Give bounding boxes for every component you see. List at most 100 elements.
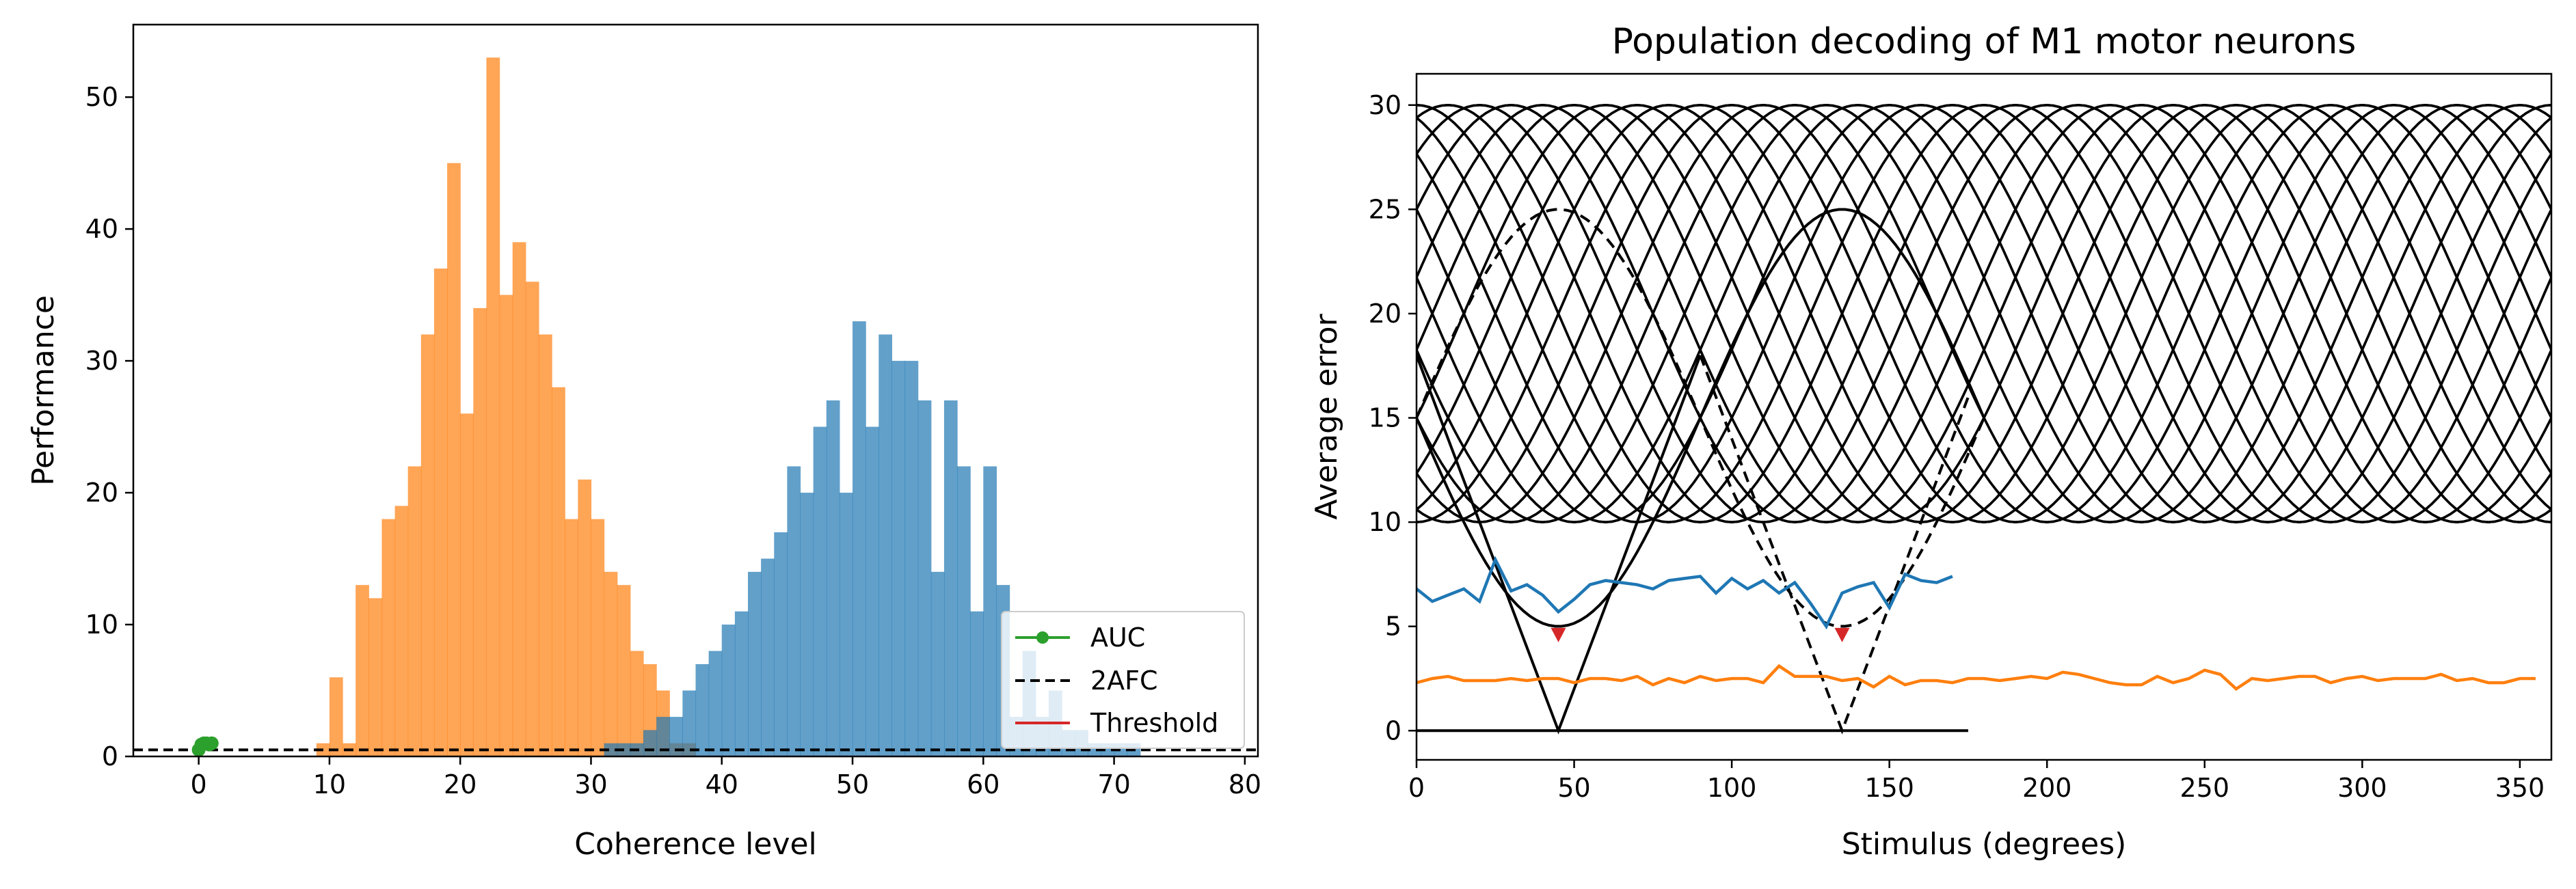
histogram-bar-blue [656, 717, 670, 756]
left-x-axis-label: Coherence level [574, 827, 817, 862]
tuning-curve [1417, 104, 2551, 523]
histogram-bar-orange [538, 334, 552, 757]
histogram-bar-blue [826, 400, 840, 756]
right-chart-title: Population decoding of M1 motor neurons [1612, 21, 2357, 62]
histogram-bar-orange [329, 677, 343, 756]
minimum-marker [1834, 627, 1850, 642]
error-series-orange [1417, 664, 2536, 692]
legend-entry-auc: AUC [1015, 623, 1145, 653]
histogram-bar-blue [853, 321, 866, 756]
histogram-bar-blue [866, 426, 879, 756]
right-y-tick-label: 25 [1369, 194, 1401, 224]
histogram-bar-blue [748, 571, 762, 756]
histogram-bar-blue [839, 493, 853, 756]
right-y-tick-label: 20 [1369, 299, 1401, 329]
histogram-bar-blue [721, 625, 736, 756]
histogram-bar-blue [695, 664, 710, 756]
histogram-bar-orange [433, 269, 448, 756]
histogram-bar-orange [407, 466, 422, 756]
left-x-tick-label: 30 [574, 769, 607, 799]
legend-auc-marker [1036, 631, 1049, 644]
legend-entry-2afc: 2AFC [1015, 666, 1158, 696]
left-x-tick-label: 0 [191, 769, 207, 799]
tuning-curve [1417, 104, 2551, 523]
right-decoding-chart: Population decoding of M1 motor neurons … [1309, 21, 2553, 862]
left-axis-ticks: 0 10 20 30 40 50 60 70 80 0 10 20 30 40 50 [85, 82, 1261, 799]
left-x-tick-label: 20 [444, 769, 477, 799]
right-x-axis-label: Stimulus (degrees) [1842, 827, 2127, 862]
histogram-bar-blue [604, 743, 618, 756]
left-x-tick-label: 40 [706, 769, 738, 799]
right-y-tick-label: 10 [1369, 507, 1401, 537]
left-y-tick-label: 30 [85, 346, 118, 376]
right-x-tick-label: 150 [1864, 773, 1914, 803]
left-x-tick-label: 60 [967, 769, 999, 799]
histogram-bar-orange [486, 57, 500, 757]
histogram-bar-orange [630, 651, 644, 756]
histogram-bar-blue [682, 690, 697, 756]
histogram-bar-blue [813, 426, 827, 756]
left-plot-frame [132, 23, 1259, 758]
histogram-bar-orange [565, 519, 578, 756]
histogram-bar-orange [381, 519, 396, 756]
histogram-bar-blue [904, 361, 919, 756]
histogram-bar-blue [943, 400, 958, 756]
histogram-bar-orange [525, 282, 539, 756]
histogram-bar-orange [617, 585, 631, 756]
left-y-tick-label: 0 [102, 741, 118, 771]
legend: AUC 2AFC Threshold [1001, 611, 1245, 749]
legend-threshold-label: Threshold [1090, 708, 1218, 738]
left-x-tick-label: 80 [1229, 769, 1261, 799]
histogram-bar-orange [591, 519, 605, 756]
left-histogram-chart: 0 10 20 30 40 50 60 70 80 0 10 20 30 40 50 Coherence l… [26, 23, 1261, 862]
histogram-bar-blue [734, 611, 749, 756]
histogram-bar-orange [368, 598, 383, 756]
histogram-bar-blue [761, 558, 775, 756]
right-y-tick-label: 5 [1385, 612, 1401, 642]
histogram-bar-blue [787, 466, 801, 756]
right-x-tick-label: 350 [2495, 773, 2545, 803]
histogram-bar-blue [917, 400, 932, 756]
histogram-bar-blue [800, 493, 814, 756]
histogram-bar-blue [643, 730, 657, 756]
histogram-bar-orange [499, 295, 513, 756]
right-x-tick-label: 250 [2180, 773, 2230, 803]
left-y-tick-label: 10 [85, 610, 118, 640]
auc-point [204, 736, 219, 750]
histogram-bar-orange [420, 334, 435, 757]
right-axis-ticks: 0 50 100 150 200 250 300 350 0 5 10 15 20 25 30 [1369, 90, 2545, 803]
histogram-bar-blue [878, 334, 893, 757]
histogram-bar-orange [447, 163, 461, 756]
minimum-marker [1551, 627, 1566, 642]
histogram-bar-blue [708, 651, 723, 756]
error-series-blue [1417, 556, 1953, 630]
histogram-bar-blue [774, 532, 788, 756]
right-y-tick-label: 0 [1385, 715, 1401, 746]
histogram-bar-orange [355, 585, 369, 756]
right-x-tick-label: 100 [1707, 773, 1757, 803]
left-chart-marks [133, 57, 1258, 757]
histogram-bar-blue [669, 717, 683, 756]
right-chart-marks [1417, 104, 2551, 735]
tuning-curve [1417, 104, 2551, 523]
histogram-bar-blue [891, 361, 906, 756]
left-y-axis-label: Performance [26, 295, 61, 486]
left-x-tick-label: 70 [1097, 769, 1130, 799]
left-x-tick-label: 10 [313, 769, 346, 799]
right-x-tick-label: 300 [2337, 773, 2387, 803]
left-y-tick-label: 50 [85, 82, 118, 112]
right-x-tick-label: 50 [1557, 773, 1590, 803]
left-y-tick-label: 20 [85, 478, 118, 508]
histogram-bar-orange [552, 387, 565, 756]
left-y-tick-label: 40 [85, 214, 118, 244]
legend-box [1001, 611, 1245, 749]
template-curve-solid [1417, 208, 1985, 628]
right-y-tick-label: 15 [1369, 403, 1401, 433]
legend-2afc-label: 2AFC [1090, 666, 1158, 696]
histogram-bar-orange [512, 242, 526, 756]
legend-auc-label: AUC [1090, 623, 1145, 653]
histogram-bar-orange [578, 479, 592, 756]
histogram-bar-orange [394, 506, 409, 756]
right-y-axis-label: Average error [1309, 314, 1344, 520]
legend-entry-threshold: Threshold [1015, 708, 1218, 738]
